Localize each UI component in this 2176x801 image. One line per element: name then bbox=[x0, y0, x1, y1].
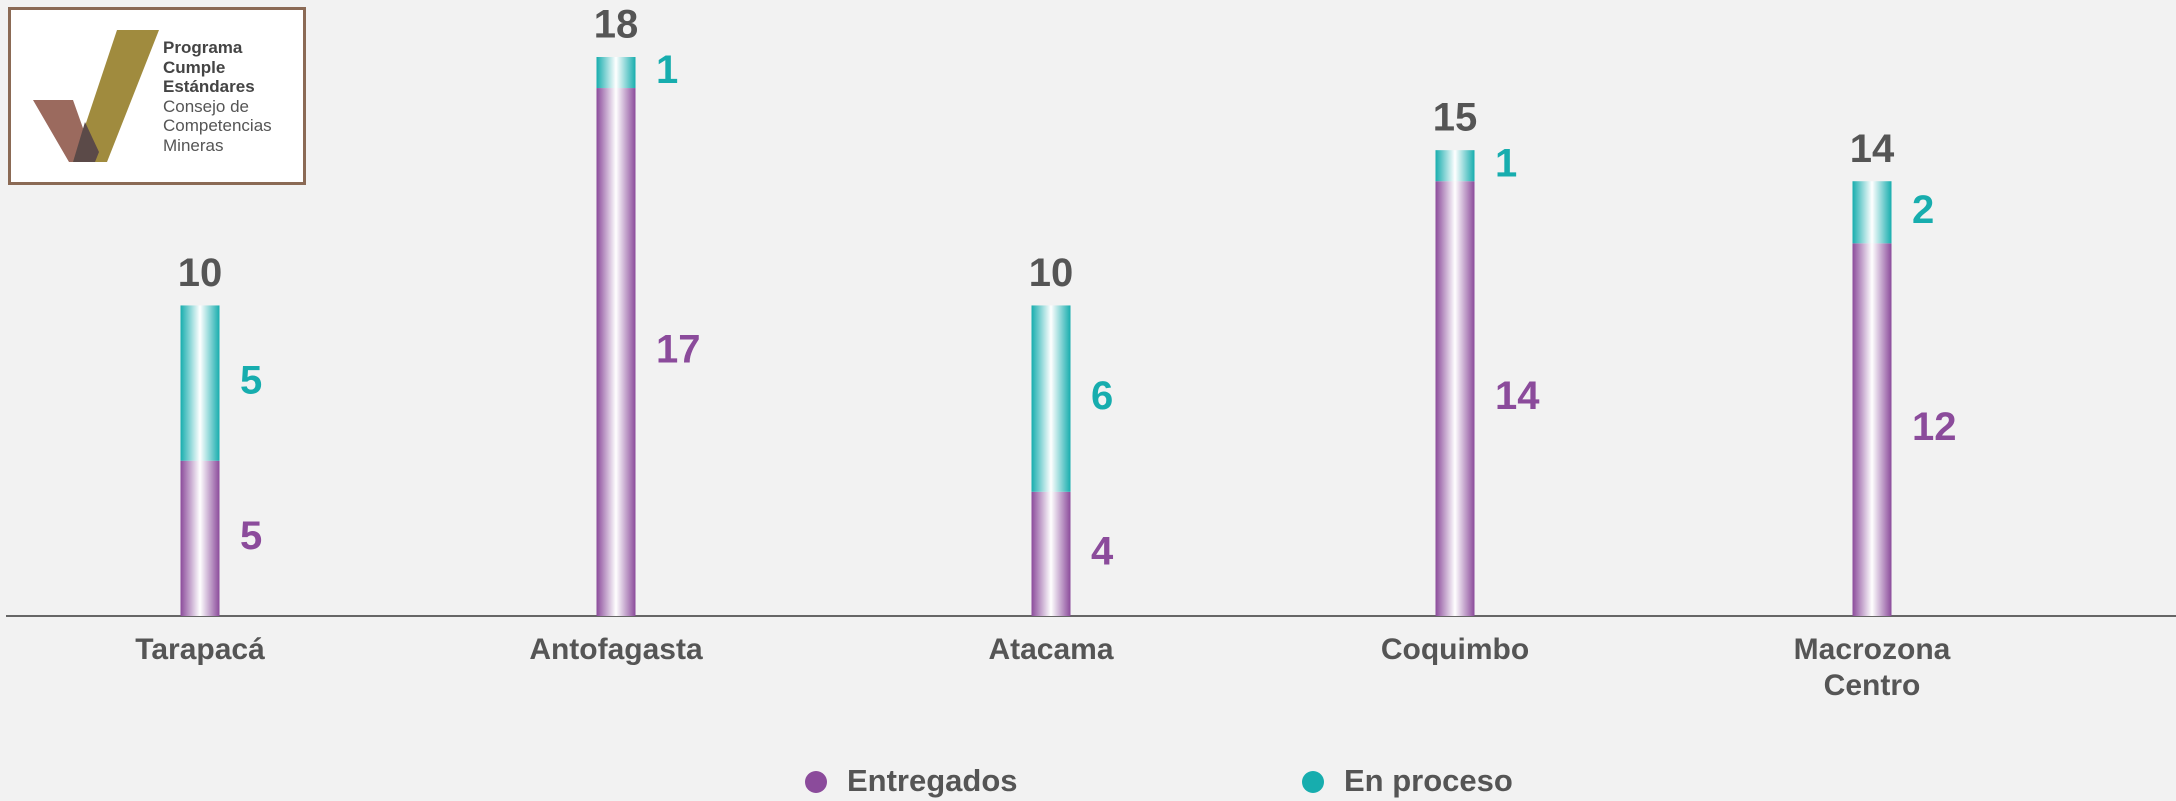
total-label: 18 bbox=[594, 3, 639, 47]
legend-label: Entregados bbox=[847, 763, 1018, 798]
value-label: 4 bbox=[1091, 529, 1114, 573]
bar-segment bbox=[1435, 150, 1475, 182]
value-label: 1 bbox=[656, 48, 678, 92]
total-label: 10 bbox=[1029, 251, 1074, 295]
x-tick-label: Macrozona Centro bbox=[1793, 633, 1951, 702]
legend-marker bbox=[805, 771, 827, 793]
logo-line: Consejo de bbox=[163, 96, 250, 116]
logo-shape bbox=[73, 122, 99, 162]
bar-segment bbox=[1031, 491, 1071, 616]
total-label: 10 bbox=[178, 251, 223, 295]
bar-segment bbox=[180, 305, 220, 461]
bar-segment bbox=[1852, 181, 1892, 244]
bar-segment bbox=[596, 88, 636, 617]
logo-line: Cumple bbox=[163, 57, 226, 77]
x-tick-label: Antofagasta bbox=[529, 633, 703, 666]
bar-segment bbox=[1031, 305, 1071, 492]
legend-marker bbox=[1302, 771, 1324, 793]
bar-segment bbox=[180, 460, 220, 616]
x-tick-label: Coquimbo bbox=[1380, 633, 1530, 666]
value-label: 17 bbox=[656, 328, 701, 372]
total-label: 15 bbox=[1433, 96, 1478, 140]
value-label: 6 bbox=[1091, 374, 1113, 418]
legend-label: En proceso bbox=[1344, 763, 1513, 798]
value-label: 14 bbox=[1495, 374, 1540, 418]
total-label: 14 bbox=[1850, 127, 1895, 171]
logo-text: Programa Cumple Estándares Consejo de Co… bbox=[163, 38, 272, 155]
value-label: 2 bbox=[1912, 188, 1934, 232]
logo-line: Mineras bbox=[163, 135, 224, 155]
logo-line: Estándares bbox=[163, 77, 255, 96]
value-label: 12 bbox=[1912, 405, 1957, 449]
x-tick-label: Atacama bbox=[988, 633, 1114, 666]
value-label: 1 bbox=[1495, 141, 1517, 185]
logo-mark bbox=[33, 30, 159, 162]
logo-line: Competencias bbox=[163, 116, 272, 135]
value-label: 5 bbox=[240, 359, 262, 403]
value-label: 5 bbox=[240, 514, 262, 558]
bar-segment bbox=[1435, 181, 1475, 616]
bar-segment bbox=[596, 57, 636, 89]
logo-line: Programa bbox=[163, 38, 243, 57]
bar-segment bbox=[1852, 243, 1892, 617]
x-tick-label: Tarapacá bbox=[135, 633, 265, 666]
logo: Programa Cumple Estándares Consejo de Co… bbox=[8, 7, 306, 185]
logo-shape bbox=[73, 30, 159, 162]
